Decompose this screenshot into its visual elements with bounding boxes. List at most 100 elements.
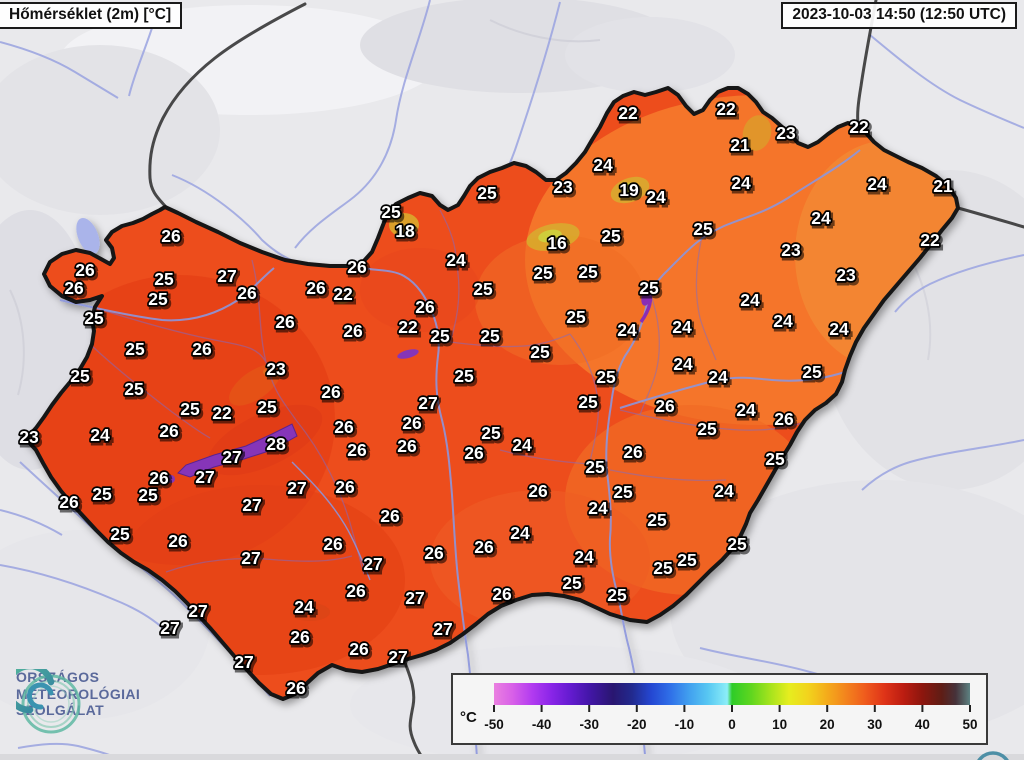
temperature-label-shadow: 26	[61, 495, 81, 515]
temperature-label-shadow: 26	[349, 260, 369, 280]
temperature-label: 25	[566, 307, 586, 327]
temperature-label: 25	[148, 289, 168, 309]
temperature-label-shadow: 26	[466, 446, 486, 466]
temperature-label: 27	[234, 652, 253, 672]
temperature-label: 25	[430, 326, 450, 346]
temperature-label: 26	[275, 312, 295, 332]
temperature-label-shadow: 26	[382, 509, 402, 529]
temperature-label-shadow: 25	[126, 382, 146, 402]
temperature-label: 25	[454, 366, 474, 386]
temperature-label: 18	[395, 221, 415, 241]
temperature-label: 25	[533, 263, 553, 283]
map-timestamp-text: 2023-10-03 14:50 (12:50 UTC)	[792, 6, 1006, 23]
legend-tick-label: -20	[627, 717, 647, 732]
temperature-label-shadow: 25	[150, 292, 170, 312]
legend-tick-label: 20	[820, 717, 835, 732]
temperature-label-shadow: 25	[587, 460, 607, 480]
temperature-label-shadow: 26	[345, 324, 365, 344]
temperature-label: 25	[585, 457, 605, 477]
omsz-logo: ORSZÁGOS METEOROLÓGIAI SZOLGÁLAT	[16, 669, 140, 734]
temperature-label: 26	[464, 443, 484, 463]
temperature-label: 26	[168, 531, 188, 551]
temperature-label-shadow: 22	[335, 287, 355, 307]
temperature-label-shadow: 26	[349, 443, 369, 463]
temperature-label: 25	[693, 219, 713, 239]
temperature-label-shadow: 23	[783, 243, 803, 263]
temperature-label: 26	[492, 584, 512, 604]
temperature-label-shadow: 22	[851, 120, 871, 140]
temperature-label: 26	[397, 436, 417, 456]
temperature-label-shadow: 25	[72, 369, 92, 389]
temperature-label: 25	[647, 510, 667, 530]
legend: °C -50 -40 -30 -20 -10 0 10 20 30 40 50	[451, 673, 988, 745]
temperature-label: 23	[776, 123, 796, 143]
temperature-label: 25	[697, 419, 717, 439]
temperature-label-shadow: 26	[277, 315, 297, 335]
temperature-label: 25	[601, 226, 621, 246]
temperature-label: 26	[343, 321, 363, 341]
temperature-label: 26	[415, 297, 435, 317]
temperature-label-shadow: 26	[404, 416, 424, 436]
temperature-label: 24	[294, 597, 314, 617]
temperature-label: 25	[125, 339, 145, 359]
temperature-label: 24	[593, 155, 613, 175]
temperature-label-shadow: 25	[127, 342, 147, 362]
temperature-label-shadow: 27	[420, 396, 439, 416]
temperature-label-shadow: 26	[476, 540, 496, 560]
temperature-label: 24	[811, 208, 831, 228]
temperature-label: 24	[708, 367, 728, 387]
temperature-label: 25	[653, 558, 673, 578]
temperature-label-shadow: 24	[813, 211, 833, 231]
temperature-label: 19	[619, 180, 639, 200]
temperature-label: 24	[617, 320, 637, 340]
temperature-label: 25	[607, 585, 627, 605]
temperature-label-shadow: 25	[432, 329, 452, 349]
temperature-label: 25	[562, 573, 582, 593]
temperature-label-shadow: 25	[564, 576, 584, 596]
temperature-label-shadow: 21	[935, 179, 955, 199]
temperature-label-shadow: 27	[407, 591, 426, 611]
temperature-label-shadow: 19	[621, 183, 641, 203]
temperature-label-shadow: 25	[580, 395, 600, 415]
river-koros	[619, 371, 846, 409]
temperature-label-shadow: 26	[151, 471, 171, 491]
temperature-label: 27	[287, 478, 306, 498]
temperature-label: 22	[333, 284, 353, 304]
temperature-label: 25	[138, 485, 158, 505]
temperature-label-shadow: 26	[308, 281, 328, 301]
temperature-label-shadow: 26	[625, 445, 645, 465]
temperature-label: 27	[388, 647, 407, 667]
temperature-label-shadow: 27	[162, 621, 181, 641]
neighbour-borders	[148, 0, 1024, 760]
county-borders	[91, 209, 811, 575]
temperature-label-shadow: 25	[475, 282, 495, 302]
temperature-label-shadow: 24	[710, 370, 730, 390]
temperature-label: 25	[596, 367, 616, 387]
lake-kis-balaton	[167, 475, 175, 483]
legend-tick-label: 10	[772, 717, 787, 732]
temperature-label: 21	[730, 135, 750, 155]
temperature-label: 27	[418, 393, 437, 413]
temperature-label-shadow: 27	[365, 557, 384, 577]
temperature-label-shadow: 26	[292, 630, 312, 650]
temperature-label: 26	[347, 257, 367, 277]
border-croatia-serbia	[402, 658, 426, 760]
temperature-label: 26	[323, 534, 343, 554]
temperature-label: 26	[774, 409, 794, 429]
temperature-label-shadow: 18	[397, 224, 417, 244]
temperature-label-shadow: 25	[182, 402, 202, 422]
temperature-label: 16	[547, 233, 567, 253]
temperature-label: 25	[180, 399, 200, 419]
temperature-label-shadow: 25	[482, 329, 502, 349]
map-timestamp: 2023-10-03 14:50 (12:50 UTC)	[781, 2, 1017, 29]
temperature-label-shadow: 25	[86, 311, 106, 331]
temperature-label-shadow: 22	[620, 106, 640, 126]
temperature-label: 27	[242, 495, 261, 515]
temperature-label: 27	[241, 548, 260, 568]
temperature-label: 26	[346, 581, 366, 601]
temperature-label-shadow: 16	[549, 236, 569, 256]
temperature-label: 24	[673, 354, 693, 374]
temperature-label-shadow: 27	[224, 450, 243, 470]
